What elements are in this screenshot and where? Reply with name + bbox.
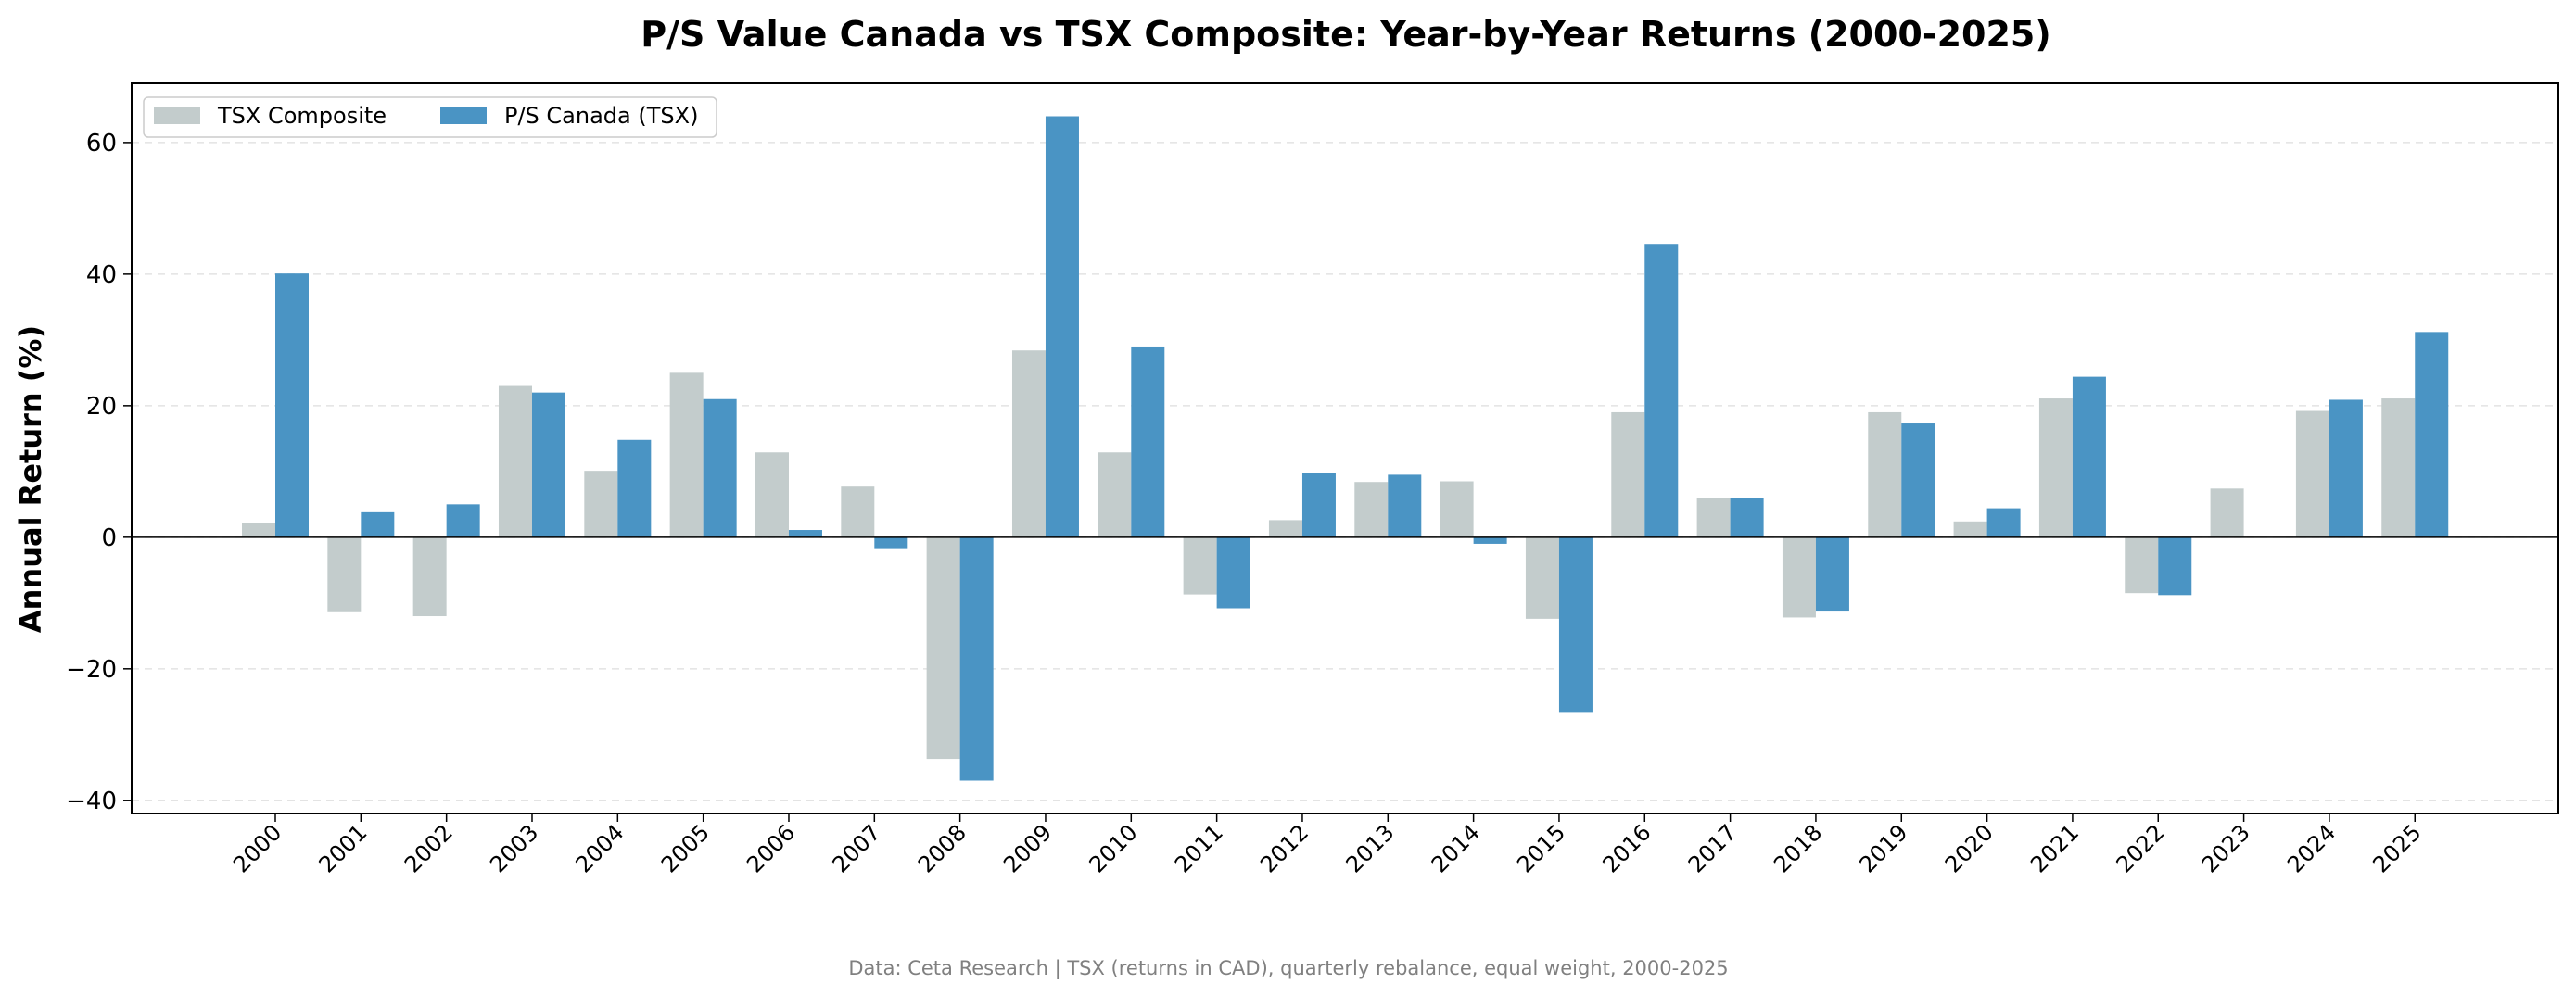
legend[interactable]: TSX Composite P/S Canada (TSX) — [143, 96, 717, 138]
legend-label-ps-canada: P/S Canada (TSX) — [504, 103, 698, 129]
bar-tsx-composite-2000[interactable] — [242, 523, 275, 537]
bar-ps-canada-2024[interactable] — [2329, 399, 2363, 537]
x-tick-label-2019: 2019 — [1855, 819, 1913, 877]
y-tick-label: −20 — [66, 656, 117, 684]
x-tick-label-2012: 2012 — [1255, 819, 1313, 877]
bar-tsx-composite-2023[interactable] — [2210, 488, 2244, 537]
bar-ps-canada-2002[interactable] — [446, 504, 480, 537]
legend-swatch-ps-canada — [440, 107, 487, 124]
bar-ps-canada-2012[interactable] — [1301, 473, 1336, 537]
bar-tsx-composite-2001[interactable] — [327, 536, 362, 612]
x-tick-label-2006: 2006 — [742, 819, 800, 877]
bar-tsx-composite-2012[interactable] — [1268, 520, 1302, 537]
bar-tsx-composite-2025[interactable] — [2381, 398, 2416, 537]
bar-tsx-composite-2019[interactable] — [1868, 411, 1902, 537]
x-tick-label-2000: 2000 — [228, 819, 286, 877]
bar-tsx-composite-2004[interactable] — [584, 471, 618, 537]
y-axis-ticks: −40 −20 0 20 40 60 — [66, 130, 132, 815]
y-tick-label: −40 — [66, 788, 117, 815]
bar-tsx-composite-2005[interactable] — [669, 372, 704, 537]
x-tick-label-2011: 2011 — [1170, 819, 1228, 877]
x-tick-label-2020: 2020 — [1940, 819, 1999, 877]
x-tick-label-2001: 2001 — [314, 819, 373, 877]
bar-tsx-composite-2009[interactable] — [1011, 350, 1046, 537]
x-tick-label-2010: 2010 — [1085, 819, 1143, 877]
bar-tsx-composite-2017[interactable] — [1696, 498, 1731, 537]
bar-tsx-composite-2018[interactable] — [1782, 536, 1816, 618]
bar-ps-canada-2004[interactable] — [617, 439, 652, 537]
legend-frame — [143, 96, 717, 138]
bar-ps-canada-2017[interactable] — [1730, 498, 1764, 537]
bar-ps-canada-2001[interactable] — [361, 511, 395, 537]
bar-ps-canada-2014[interactable] — [1473, 536, 1507, 544]
bar-ps-canada-2019[interactable] — [1901, 423, 1935, 537]
bar-tsx-composite-2021[interactable] — [2038, 398, 2073, 537]
bars — [242, 116, 2449, 781]
bar-tsx-composite-2010[interactable] — [1098, 452, 1132, 537]
bar-tsx-composite-2020[interactable] — [1953, 521, 1987, 537]
bar-ps-canada-2020[interactable] — [1986, 508, 2021, 537]
x-tick-label-2009: 2009 — [998, 819, 1057, 877]
x-tick-label-2003: 2003 — [485, 819, 543, 877]
bar-ps-canada-2010[interactable] — [1131, 346, 1165, 537]
y-gridlines — [132, 142, 2558, 801]
bar-ps-canada-2003[interactable] — [531, 392, 565, 537]
bar-ps-canada-2025[interactable] — [2415, 332, 2449, 537]
x-tick-label-2022: 2022 — [2112, 819, 2170, 877]
y-axis-label: Annual Return (%) — [13, 325, 48, 633]
x-tick-label-2013: 2013 — [1341, 819, 1400, 877]
bar-ps-canada-2007[interactable] — [874, 536, 908, 549]
x-tick-label-2016: 2016 — [1598, 819, 1656, 877]
bar-tsx-composite-2008[interactable] — [926, 536, 960, 760]
bar-tsx-composite-2002[interactable] — [412, 536, 447, 617]
x-tick-label-2023: 2023 — [2197, 819, 2255, 877]
x-tick-label-2021: 2021 — [2025, 819, 2084, 877]
bar-ps-canada-2009[interactable] — [1045, 116, 1079, 537]
x-tick-label-2002: 2002 — [400, 819, 458, 877]
x-tick-label-2015: 2015 — [1512, 819, 1570, 877]
bar-ps-canada-2000[interactable] — [275, 273, 309, 537]
y-tick-label: 40 — [86, 261, 117, 289]
bar-tsx-composite-2015[interactable] — [1525, 536, 1559, 619]
x-tick-label-2024: 2024 — [2282, 819, 2341, 877]
x-tick-label-2008: 2008 — [913, 819, 971, 877]
bar-tsx-composite-2003[interactable] — [498, 385, 532, 537]
bar-ps-canada-2011[interactable] — [1216, 536, 1250, 609]
x-tick-label-2018: 2018 — [1769, 819, 1827, 877]
bar-ps-canada-2022[interactable] — [2158, 536, 2192, 596]
x-tick-label-2005: 2005 — [656, 819, 715, 877]
footnote: Data: Ceta Research | TSX (returns in CA… — [848, 957, 1728, 980]
chart-title: P/S Value Canada vs TSX Composite: Year-… — [641, 14, 2050, 55]
bar-ps-canada-2018[interactable] — [1815, 536, 1849, 612]
bar-ps-canada-2006[interactable] — [788, 530, 822, 537]
bar-ps-canada-2013[interactable] — [1388, 474, 1422, 537]
x-tick-label-2017: 2017 — [1683, 819, 1742, 877]
y-tick-label: 0 — [101, 524, 117, 552]
bar-ps-canada-2005[interactable] — [703, 398, 737, 537]
bar-tsx-composite-2007[interactable] — [841, 486, 875, 537]
bar-tsx-composite-2006[interactable] — [755, 452, 789, 537]
x-axis-ticks: 2000 2001 2002 2003 2004 2005 2006 2007 2008 2009… — [228, 813, 2426, 877]
legend-swatch-tsx-composite — [154, 107, 200, 124]
x-tick-label-2004: 2004 — [571, 819, 629, 877]
x-tick-label-2007: 2007 — [828, 819, 886, 877]
bar-ps-canada-2016[interactable] — [1644, 244, 1679, 537]
bar-tsx-composite-2016[interactable] — [1611, 411, 1645, 537]
x-tick-label-2014: 2014 — [1427, 819, 1485, 877]
plot-frame — [131, 82, 2559, 814]
y-tick-label: 20 — [86, 393, 117, 421]
bar-tsx-composite-2011[interactable] — [1183, 536, 1217, 595]
bar-ps-canada-2008[interactable] — [959, 536, 994, 781]
bar-tsx-composite-2024[interactable] — [2295, 410, 2329, 537]
y-tick-label: 60 — [86, 130, 117, 158]
legend-label-tsx-composite: TSX Composite — [217, 103, 387, 129]
bar-tsx-composite-2014[interactable] — [1440, 481, 1474, 537]
bar-ps-canada-2015[interactable] — [1558, 536, 1593, 713]
bar-tsx-composite-2013[interactable] — [1354, 482, 1389, 537]
x-tick-label-2025: 2025 — [2368, 819, 2427, 877]
bar-tsx-composite-2022[interactable] — [2125, 536, 2159, 594]
bar-ps-canada-2021[interactable] — [2072, 376, 2106, 537]
